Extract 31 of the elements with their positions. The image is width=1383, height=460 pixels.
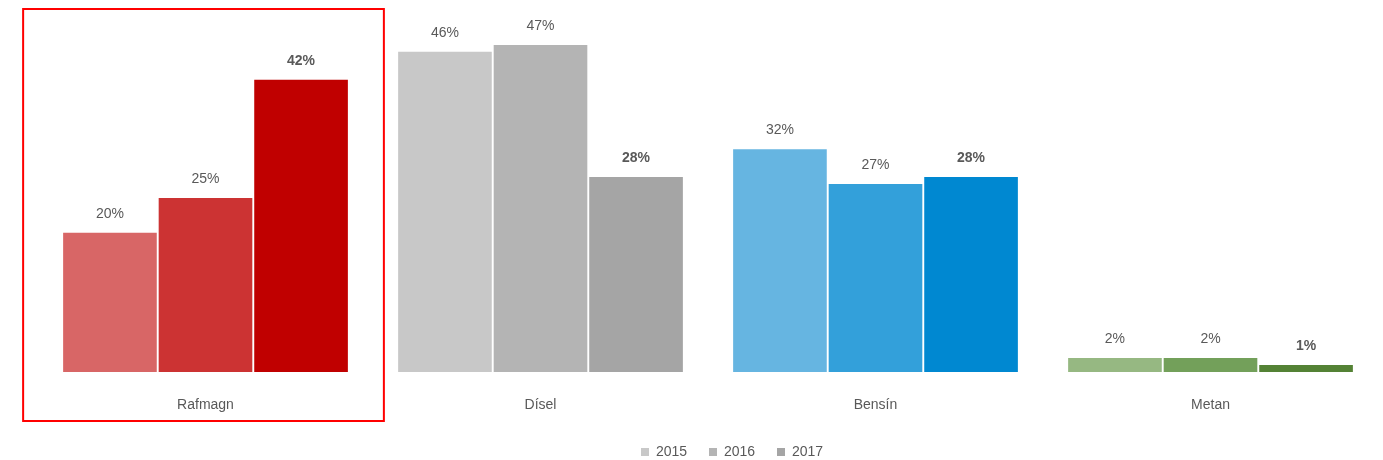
bar: [63, 232, 157, 372]
bar: [1068, 358, 1162, 372]
data-label: 20%: [95, 204, 124, 221]
data-label: 2%: [1200, 330, 1221, 347]
data-label: 27%: [861, 156, 890, 173]
bar: [733, 149, 827, 372]
data-label: 28%: [957, 149, 986, 166]
data-label: 2%: [1104, 330, 1126, 347]
legend-label: 2016: [724, 443, 756, 459]
bar: [254, 79, 348, 372]
data-label: 1%: [1295, 337, 1317, 354]
bar: [158, 198, 253, 372]
bar: [1163, 358, 1258, 372]
bar: [924, 177, 1018, 372]
bar: [398, 51, 492, 372]
bar: [1259, 365, 1353, 372]
data-label: 47%: [526, 16, 555, 33]
bar: [828, 184, 923, 372]
data-label: 28%: [622, 149, 651, 166]
x-tick-label: Rafmagn: [177, 395, 234, 412]
data-label: 25%: [191, 170, 220, 186]
bar: [493, 44, 588, 372]
x-tick-label: Dísel: [524, 395, 557, 412]
x-tick-label: Bensín: [853, 395, 898, 412]
legend-label: 2015: [656, 443, 688, 459]
data-label: 42%: [287, 51, 316, 68]
legend-label: 2017: [792, 443, 824, 459]
data-label: 32%: [765, 121, 794, 138]
x-tick-label: Metan: [1191, 395, 1230, 412]
data-label: 46%: [430, 23, 459, 40]
bar: [589, 177, 683, 372]
